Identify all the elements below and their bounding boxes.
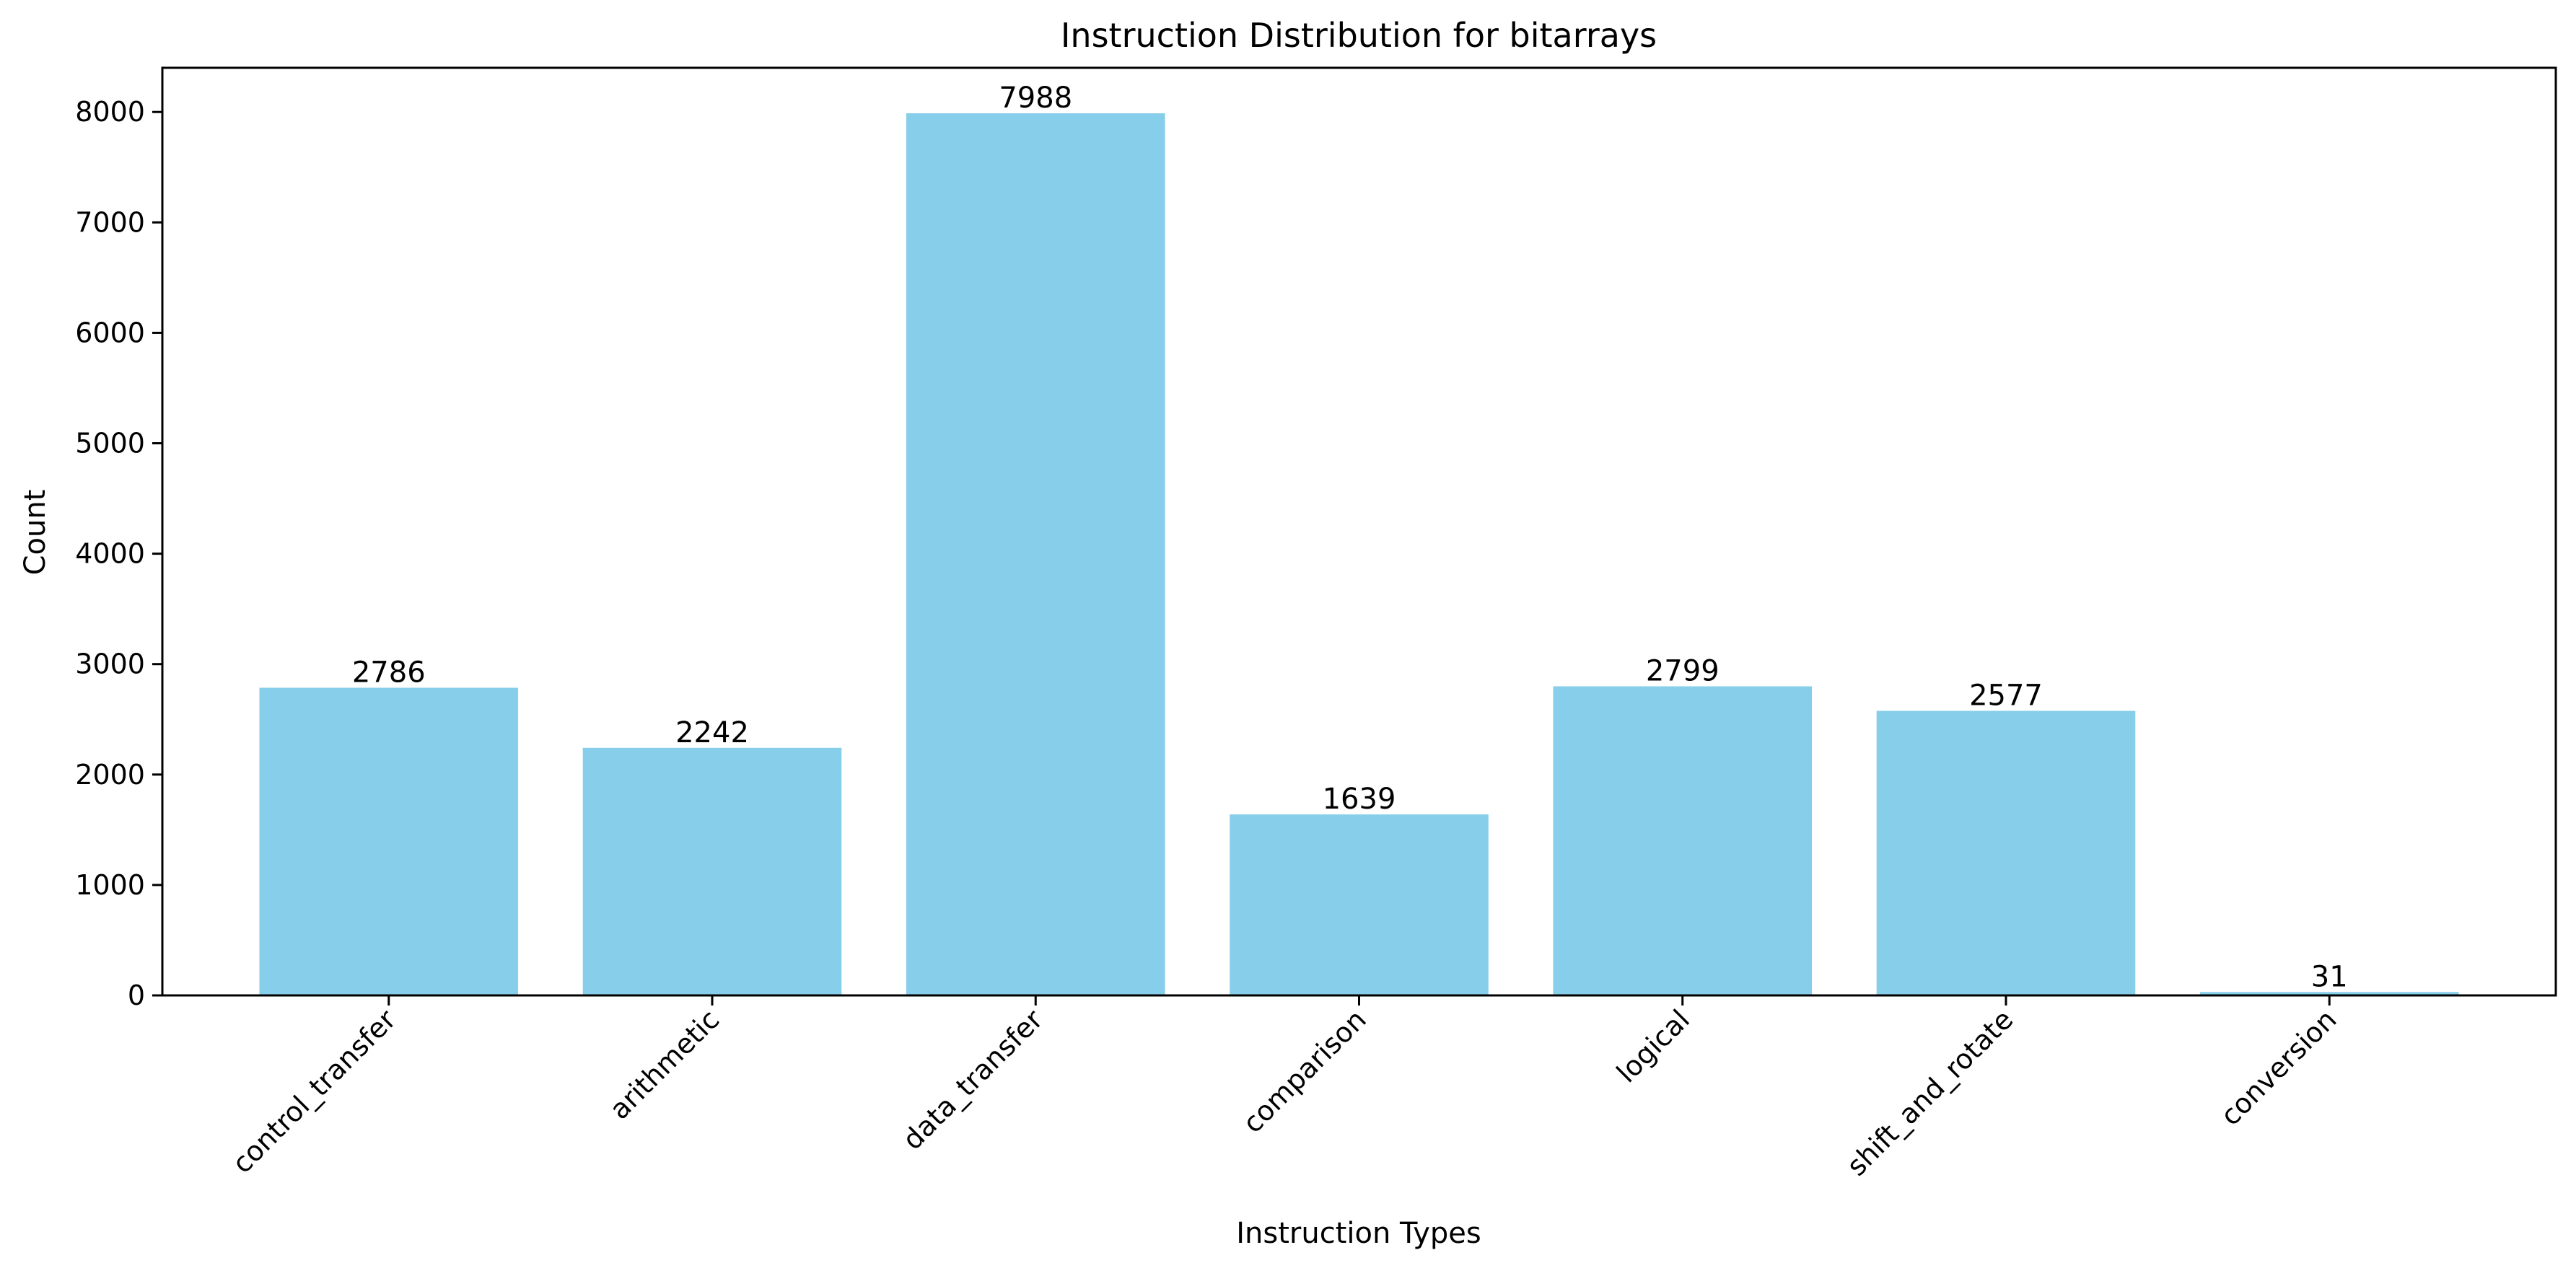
y-axis-label: Count [19, 490, 52, 576]
y-tick-label: 5000 [75, 428, 145, 459]
bar-control-transfer [259, 687, 519, 995]
bar-data-transfer [906, 113, 1165, 996]
y-tick-label: 3000 [75, 648, 145, 680]
y-tick-label: 6000 [75, 317, 145, 348]
y-tick-label: 7000 [75, 206, 145, 238]
bar-logical [1553, 686, 1813, 995]
bar-arithmetic [582, 747, 842, 995]
value-labels-group: 2786 2242 7988 1639 2799 2577 31 [352, 82, 2348, 993]
plot-area-frame [161, 66, 2557, 997]
bar-conversion [2199, 992, 2459, 995]
bar-value-label: 2786 [352, 656, 426, 689]
y-tick-label: 2000 [75, 759, 145, 791]
bar-value-label: 7988 [999, 82, 1072, 115]
y-tick-label: 0 [128, 980, 145, 1011]
bar-value-label: 31 [2311, 960, 2348, 993]
bars-group [259, 113, 2459, 996]
bar-comparison [1230, 814, 1489, 995]
chart-title: Instruction Distribution for bitarrays [1061, 16, 1657, 55]
bar-value-label: 2242 [675, 716, 749, 749]
bar-shift-and-rotate [1876, 710, 2136, 995]
y-tick-label: 8000 [75, 96, 145, 128]
bar-value-label: 1639 [1323, 783, 1396, 816]
x-axis-label: Instruction Types [1236, 1217, 1481, 1250]
y-axis-ticks: 0 1000 2000 3000 4000 5000 6000 7000 8000 [75, 96, 162, 1011]
bar-value-label: 2577 [1969, 679, 2043, 712]
y-tick-label: 4000 [75, 538, 145, 570]
y-tick-label: 1000 [75, 869, 145, 901]
bar-value-label: 2799 [1646, 654, 1719, 687]
